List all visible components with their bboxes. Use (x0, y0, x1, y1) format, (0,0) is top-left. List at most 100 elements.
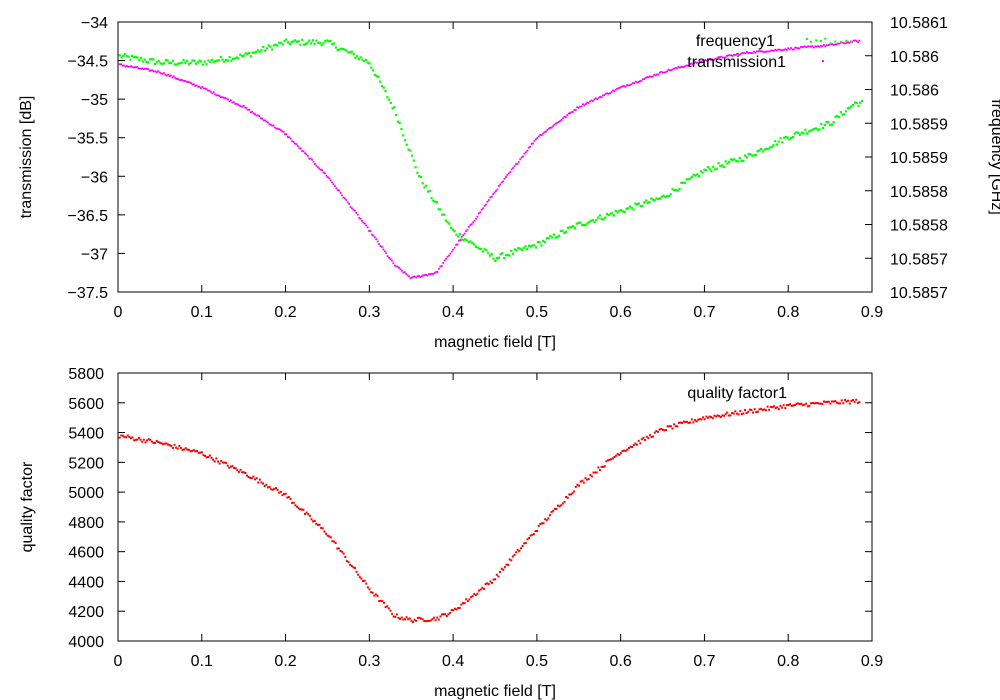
quality-factor-point (221, 461, 224, 464)
quality-factor-point (542, 522, 545, 525)
transmission-point (717, 56, 720, 59)
transmission-point (460, 235, 463, 238)
legend-bottom: quality factor1 (687, 385, 787, 402)
frequency-point (442, 213, 446, 216)
transmission-point (399, 268, 402, 271)
transmission-point (208, 89, 211, 92)
frequency-point (620, 209, 623, 212)
quality-factor-point (684, 421, 687, 424)
transmission-point (594, 97, 597, 100)
transmission-point (165, 74, 168, 77)
transmission-point (778, 48, 781, 51)
quality-factor-point (708, 415, 711, 418)
x-tick-label-top: 0.5 (526, 304, 548, 321)
y-tick-label-bottom: 4400 (68, 574, 104, 591)
transmission-point (673, 67, 676, 70)
quality-factor-point (384, 606, 387, 609)
quality-factor-point (186, 448, 189, 451)
transmission-point (242, 105, 245, 107)
transmission-point (667, 68, 670, 71)
transmission-point (281, 130, 284, 133)
transmission-point (626, 84, 629, 87)
transmission-point (790, 47, 792, 49)
transmission-point (362, 221, 365, 224)
transmission-point (754, 51, 757, 54)
quality-factor-point (608, 458, 611, 461)
frequency-point (554, 236, 557, 239)
x-tick-label-bottom: 0.8 (777, 653, 799, 670)
quality-factor-point (228, 466, 231, 469)
transmission-point (788, 48, 791, 51)
frequency-point (389, 101, 392, 105)
frequency-point (177, 62, 180, 65)
frequency-point (162, 62, 166, 65)
frequency-point (549, 234, 552, 237)
transmission-point (633, 82, 636, 85)
quality-factor-point (503, 566, 506, 569)
quality-factor-point (463, 602, 466, 605)
transmission-point (285, 133, 288, 136)
quality-factor-point (270, 488, 273, 491)
transmission-point (442, 262, 445, 264)
transmission-point (123, 64, 125, 67)
quality-factor-point (644, 438, 647, 441)
frequency-point (451, 228, 454, 231)
frequency-point (185, 60, 189, 63)
transmission-point (570, 111, 573, 113)
transmission-point (600, 96, 603, 99)
transmission-point (238, 104, 241, 107)
frequency-point (299, 43, 302, 46)
frequency-point (315, 39, 318, 42)
frequency-point (396, 120, 400, 123)
quality-factor-point (747, 410, 750, 413)
quality-factor-point (154, 441, 157, 444)
transmission-point (711, 58, 714, 61)
transmission-point (741, 52, 744, 54)
transmission-point (355, 211, 358, 214)
transmission-point (284, 133, 286, 136)
frequency-point (263, 49, 267, 52)
transmission-point (467, 225, 470, 228)
quality-factor-point (358, 576, 361, 579)
transmission-point (670, 69, 673, 72)
frequency-point (209, 60, 212, 63)
frequency-point (834, 115, 837, 118)
quality-factor-point (640, 438, 643, 441)
quality-factor-point (287, 495, 290, 498)
transmission-point (713, 58, 715, 61)
frequency-point (843, 113, 846, 116)
transmission-point (358, 216, 361, 219)
frequency-point (402, 134, 405, 137)
quality-factor-point (661, 428, 664, 431)
quality-factor-point (218, 462, 221, 465)
frequency-point (830, 123, 834, 126)
transmission-point (215, 94, 218, 97)
frequency-point (453, 230, 456, 233)
transmission-point (476, 215, 479, 218)
quality-factor-point (376, 594, 379, 597)
transmission-point (151, 69, 154, 72)
transmission-point (780, 49, 782, 52)
frequency-point (814, 127, 818, 130)
x-tick-label-bottom: 0.5 (526, 653, 548, 670)
quality-factor-point (305, 511, 308, 514)
quality-factor-point (645, 435, 648, 438)
quality-factor-point (283, 493, 286, 496)
transmission-point (462, 234, 465, 237)
quality-factor-point (266, 486, 269, 489)
frequency-point (331, 43, 334, 46)
transmission-point (643, 78, 646, 80)
quality-factor-point (774, 407, 777, 410)
transmission-point (657, 73, 660, 76)
frequency-point (627, 207, 630, 210)
quality-factor-point (220, 459, 223, 462)
quality-factor-point (363, 579, 366, 582)
frequency-point (809, 129, 812, 132)
transmission-point (572, 111, 574, 113)
quality-factor-point (576, 483, 579, 486)
frequency-point (210, 58, 213, 61)
quality-factor-point (490, 581, 493, 584)
quality-factor-point (797, 402, 800, 405)
frequency-point (141, 60, 144, 63)
transmission-point (520, 156, 523, 159)
